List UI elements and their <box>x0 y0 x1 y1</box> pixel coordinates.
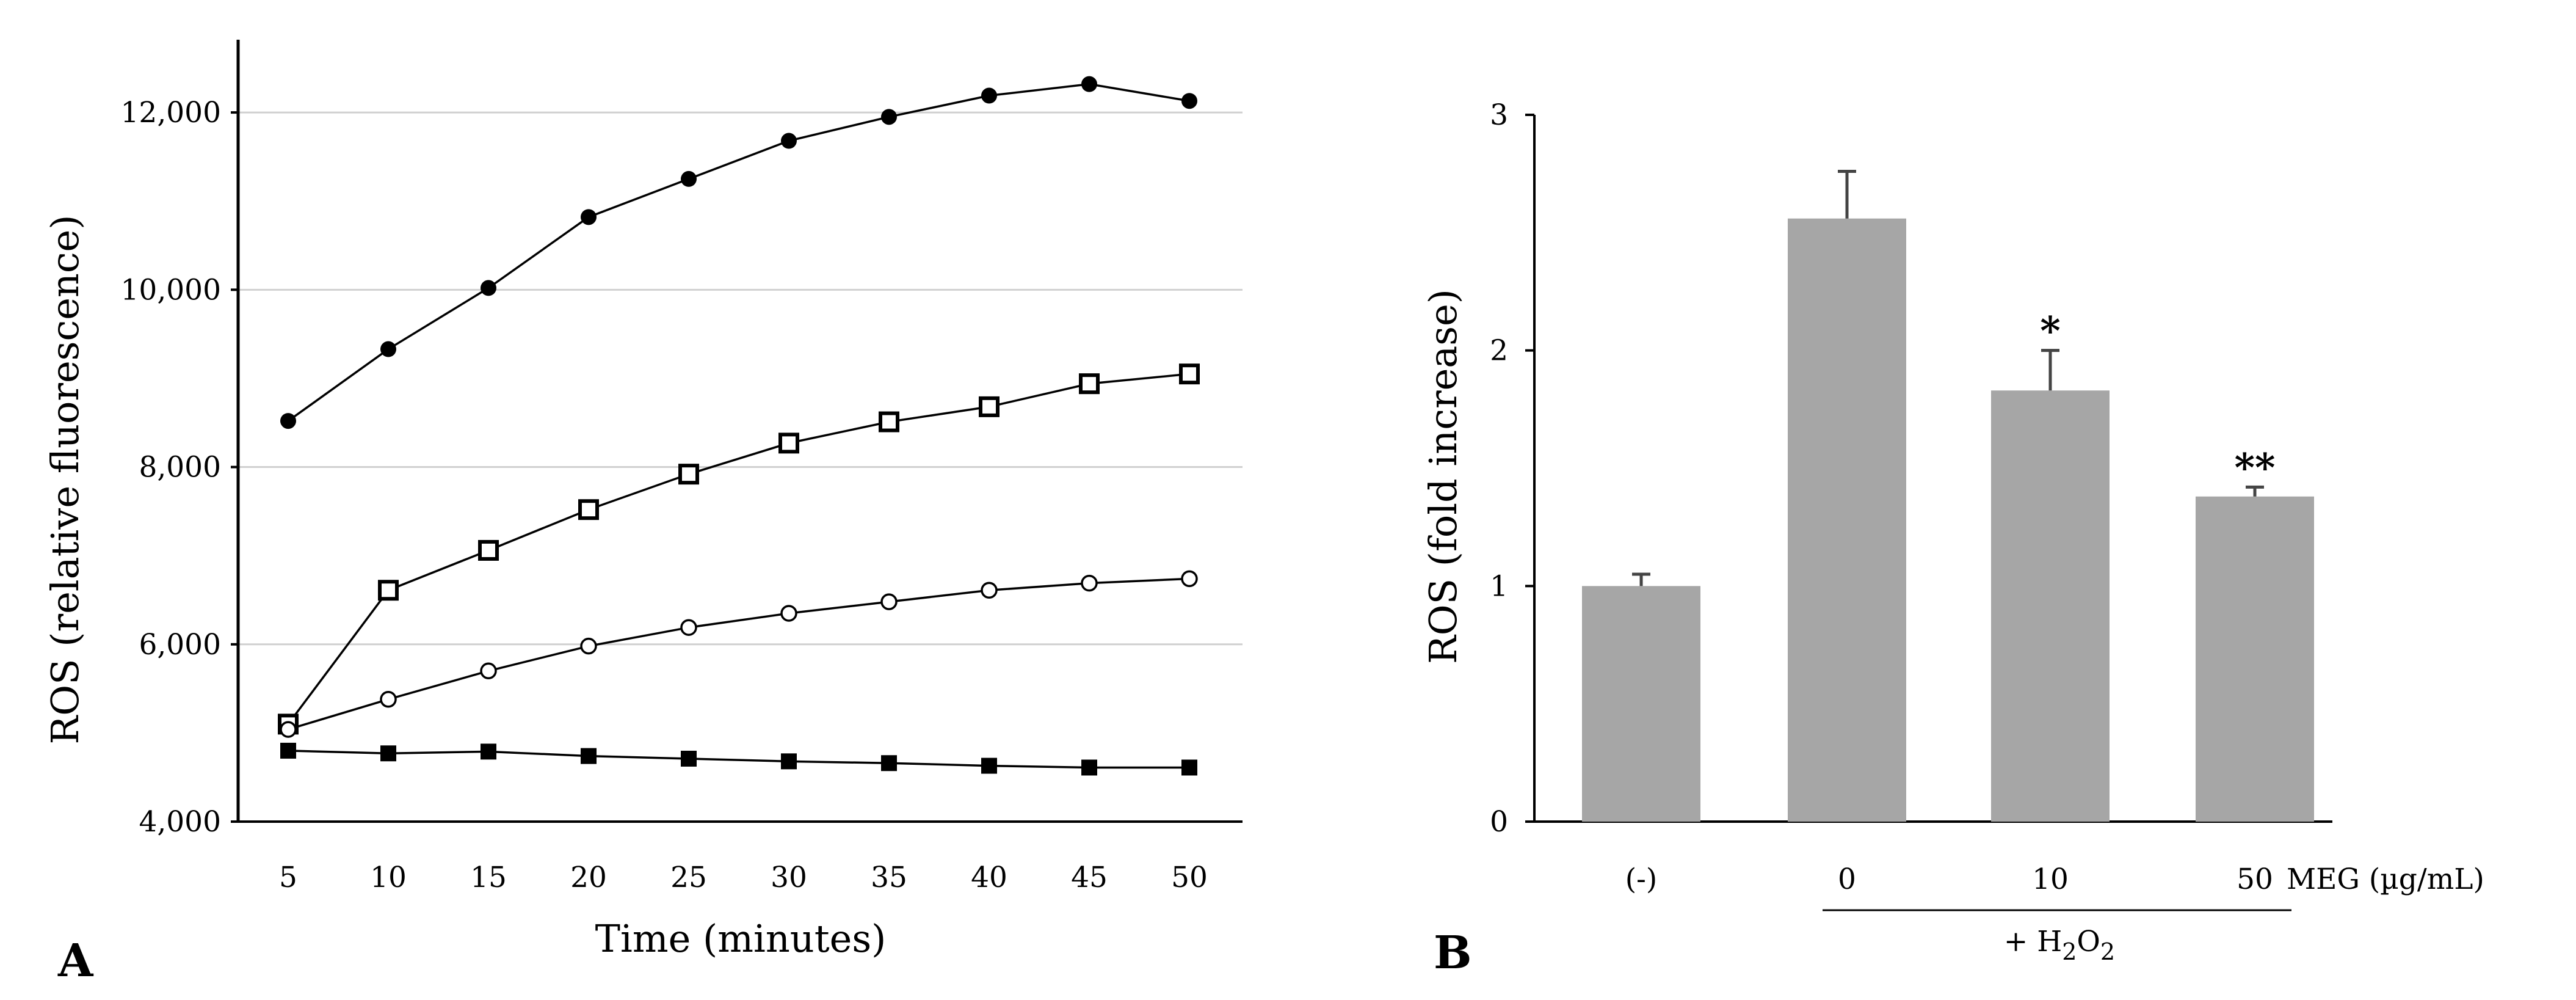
panel-a-x-tick-labels: 5 10 15 20 25 30 35 40 45 50 <box>279 861 1208 894</box>
data-point <box>879 411 899 432</box>
panel-b-meg-label: MEG (µg/mL) <box>2287 863 2484 896</box>
data-point <box>681 750 697 767</box>
bar <box>2196 496 2314 822</box>
data-point <box>280 721 297 738</box>
panel-b-category-label: 50 <box>2237 863 2273 896</box>
panel-a-x-axis-title: Time (minutes) <box>595 916 887 961</box>
data-point <box>280 742 296 759</box>
data-point <box>1181 759 1197 776</box>
significance-marker: ** <box>2235 445 2276 491</box>
data-point <box>1079 373 1100 395</box>
data-point <box>480 662 497 680</box>
panel-a-series-open-square <box>278 363 1200 735</box>
data-point <box>681 170 697 187</box>
data-point <box>380 690 397 708</box>
data-point <box>1181 93 1197 109</box>
data-point <box>481 743 496 760</box>
panel-b-treatment-label: + H2O2 <box>2004 925 2115 965</box>
panel-a-y-tick-labels: 4,000 6,000 8,000 10,000 12,000 <box>121 96 238 839</box>
panel-a-y-tick-label: 10,000 <box>121 273 221 307</box>
series-line <box>288 750 1189 769</box>
data-point <box>280 413 296 429</box>
data-point <box>880 593 898 610</box>
data-point <box>680 619 697 636</box>
data-point <box>380 341 396 357</box>
panel-a-x-tick-label: 10 <box>370 861 407 894</box>
panel-b-category-label: (-) <box>1625 863 1658 896</box>
panel-a-x-tick-label: 45 <box>1071 861 1108 894</box>
bar <box>1991 390 2110 822</box>
panel-a-series <box>278 76 1200 776</box>
panel-b-bars: (-) 0 * 10 ** 50 <box>1582 170 2314 896</box>
panel-a-y-tick-label: 6,000 <box>139 628 221 662</box>
panel-a-series-filled-square <box>280 742 1197 776</box>
panel-b-y-tick-label: 1 <box>1490 569 1508 603</box>
panel-a-y-tick-label: 8,000 <box>139 451 221 484</box>
series-line <box>288 577 1190 731</box>
data-point <box>581 748 597 764</box>
panel-a-x-tick-label: 15 <box>470 861 507 894</box>
data-point <box>979 396 1000 417</box>
panel-a-x-tick-label: 50 <box>1171 861 1208 894</box>
panel-b-y-tick-label: 2 <box>1490 334 1508 368</box>
panel-a-line-chart: 4,000 6,000 8,000 10,000 12,000 5 10 15 20 25 30 3… <box>43 40 1243 987</box>
panel-a-gridlines <box>238 111 1243 646</box>
data-point <box>1081 759 1097 776</box>
bar <box>1582 586 1700 822</box>
panel-b-letter: B <box>1434 927 1472 979</box>
data-point <box>578 499 599 520</box>
data-point <box>981 757 997 774</box>
panel-a-x-tick-label: 20 <box>570 861 607 894</box>
data-point <box>478 539 499 561</box>
data-point <box>780 605 797 622</box>
panel-b-y-ticks: 0 1 2 3 <box>1490 98 1534 839</box>
series-line <box>287 82 1190 422</box>
data-point <box>581 209 597 225</box>
panel-a-y-tick-label: 12,000 <box>121 96 221 130</box>
data-point <box>881 755 897 772</box>
panel-b-category-label: 0 <box>1838 863 1856 896</box>
panel-a-x-tick-label: 30 <box>771 861 807 894</box>
data-point <box>678 464 699 485</box>
data-point <box>881 109 897 125</box>
data-point <box>781 753 797 770</box>
data-point <box>1179 363 1200 385</box>
data-point <box>1181 570 1198 588</box>
panel-b-category-label: 10 <box>2032 863 2069 896</box>
data-point <box>1081 574 1098 592</box>
data-point <box>778 432 799 454</box>
panel-a-y-axis-title: ROS (relative fluorescence) <box>43 215 87 745</box>
panel-b-y-tick-label: 3 <box>1490 98 1508 132</box>
data-point <box>981 582 998 599</box>
panel-a-x-tick-label: 25 <box>670 861 707 894</box>
data-point <box>481 280 496 296</box>
data-point <box>1081 76 1097 92</box>
data-point <box>378 580 399 601</box>
data-point <box>781 133 797 149</box>
panel-a-x-tick-label: 5 <box>279 861 297 894</box>
panel-b-y-tick-label: 0 <box>1490 805 1508 839</box>
panel-a-x-tick-label: 40 <box>971 861 1007 894</box>
panel-a-series-filled-circle <box>280 76 1197 429</box>
panel-a-x-tick-label: 35 <box>871 861 907 894</box>
data-point <box>580 637 597 655</box>
data-point <box>981 87 997 104</box>
panel-a-letter: A <box>57 935 94 987</box>
panel-b-y-axis-title: ROS (fold increase) <box>1421 289 1465 664</box>
panel-b-bar-chart: 0 1 2 3 (-) 0 * 10 ** 50 ROS (fold increase) MEG… <box>1421 98 2484 979</box>
series-line <box>287 373 1190 725</box>
panel-a-series-open-circle <box>280 570 1198 738</box>
panel-a-y-tick-label: 4,000 <box>139 805 221 839</box>
data-point <box>380 745 396 762</box>
significance-marker: * <box>2040 308 2060 354</box>
bar <box>1788 218 1906 822</box>
